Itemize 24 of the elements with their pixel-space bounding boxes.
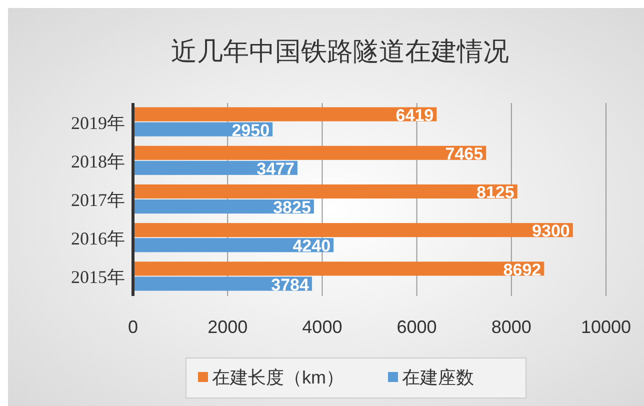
x-tick-label: 0 bbox=[128, 317, 138, 337]
legend-label: 在建座数 bbox=[402, 367, 474, 388]
data-label: 6419 bbox=[396, 106, 434, 125]
legend-label: 在建长度（km） bbox=[212, 367, 344, 388]
data-label: 8125 bbox=[476, 183, 514, 202]
y-tick-label: 2015年 bbox=[71, 267, 125, 288]
data-label: 3784 bbox=[271, 275, 310, 294]
data-label: 2950 bbox=[232, 120, 270, 140]
x-tick-label: 4000 bbox=[302, 317, 342, 337]
x-tick-label: 2000 bbox=[208, 317, 248, 337]
x-tick-label: 6000 bbox=[396, 317, 437, 337]
data-label: 7465 bbox=[445, 144, 484, 164]
y-tick-label: 2018年 bbox=[71, 151, 125, 172]
data-label: 4240 bbox=[292, 236, 331, 256]
y-tick-label: 2016年 bbox=[71, 228, 125, 249]
data-label: 9300 bbox=[532, 222, 570, 241]
chart-title: 近几年中国铁路隧道在建情况 bbox=[171, 36, 509, 66]
x-tick-label: 8000 bbox=[491, 317, 532, 337]
data-label: 3477 bbox=[256, 160, 294, 179]
y-tick-label: 2017年 bbox=[71, 190, 125, 210]
data-label: 3825 bbox=[273, 198, 311, 218]
y-tick-label: 2019年 bbox=[71, 112, 125, 133]
x-tick-label: 10000 bbox=[580, 317, 632, 337]
data-label: 8692 bbox=[503, 260, 542, 280]
